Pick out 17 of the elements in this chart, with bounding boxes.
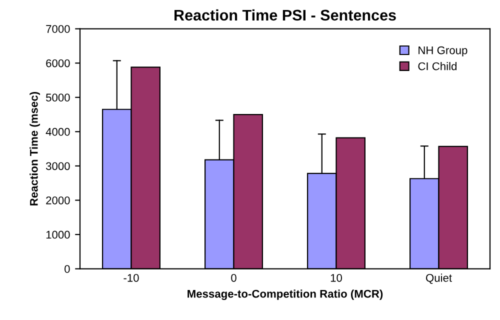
y-tick-label: 4000	[46, 128, 70, 136]
y-tick-label: 2000	[46, 196, 70, 204]
y-tick-label: 7000	[46, 25, 70, 33]
y-tick-label: 3000	[46, 162, 70, 170]
y-tick-label: 5000	[46, 94, 70, 102]
x-tick-label: Quiet	[426, 274, 452, 284]
y-tick-label: 0	[64, 265, 70, 273]
x-tick-label: 0	[231, 274, 236, 282]
legend-label: CI Child	[418, 62, 456, 70]
y-tick-label: 1000	[46, 230, 70, 239]
x-tick-label: -10	[124, 274, 139, 282]
y-axis-title: Reaction Time (msec)	[30, 92, 40, 206]
y-tick-label: 6000	[46, 59, 70, 68]
x-tick-label: 10	[330, 274, 342, 282]
x-axis-title: Message-to-Competition Ratio (MCR)	[188, 290, 383, 300]
legend-label: NH Group	[418, 46, 468, 56]
chart-title: Reaction Time PSI - Sentences	[174, 9, 396, 21]
